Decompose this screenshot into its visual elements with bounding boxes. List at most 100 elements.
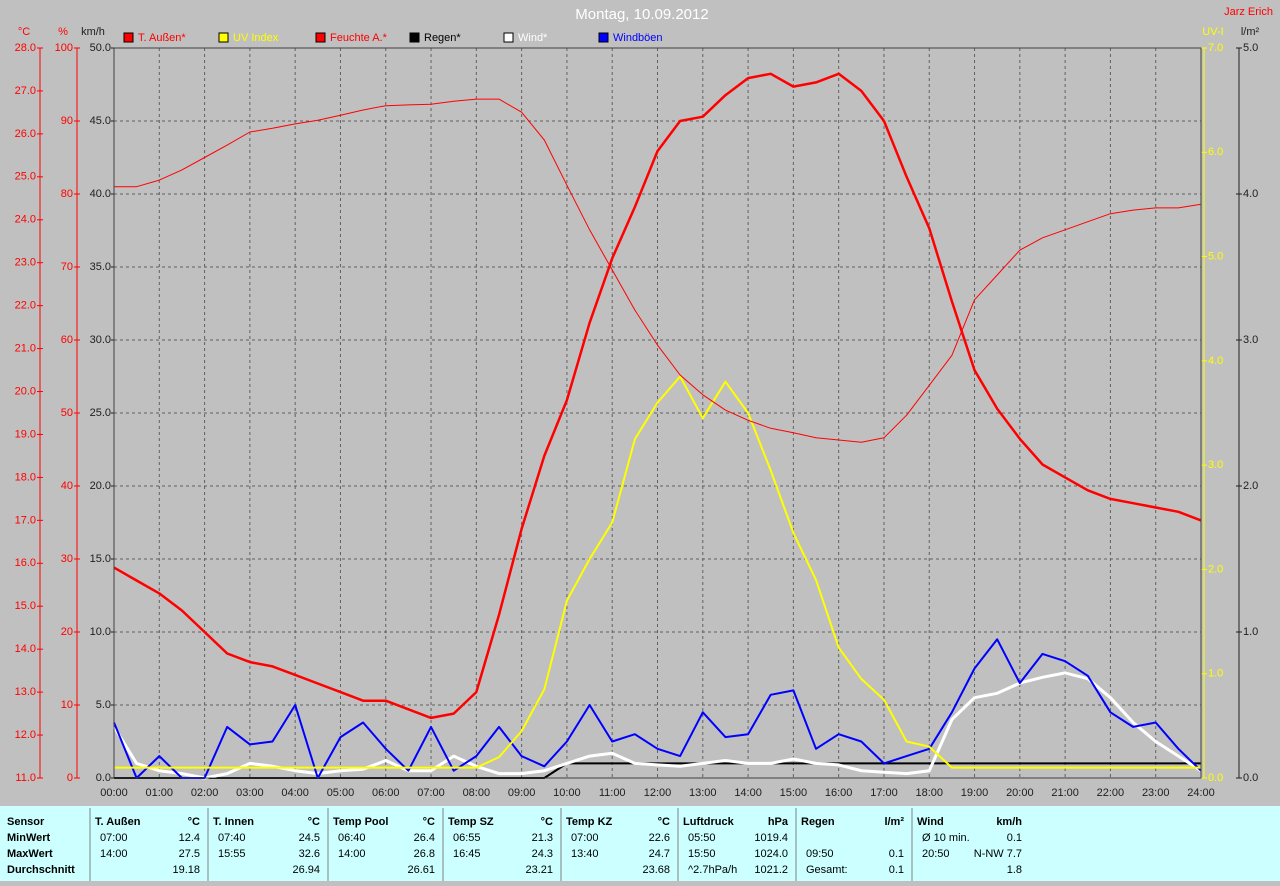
y-tick-label: 23.0 bbox=[15, 257, 36, 269]
y-tick-label: 5.0 bbox=[96, 699, 111, 711]
x-tick-label: 16:00 bbox=[825, 787, 853, 799]
table-cell: Gesamt: bbox=[806, 864, 848, 876]
data-line bbox=[114, 98, 1202, 443]
y-tick-label: 2.0 bbox=[1208, 563, 1223, 575]
group-name: Luftdruck bbox=[683, 816, 735, 828]
group-unit: l/m² bbox=[884, 816, 904, 828]
table-cell: 14:00 bbox=[100, 848, 128, 860]
x-tick-label: 22:00 bbox=[1097, 787, 1125, 799]
table-cell: 16:45 bbox=[453, 848, 481, 860]
axis-unit-label: UV-I bbox=[1202, 26, 1223, 38]
table-cell: 07:00 bbox=[571, 832, 599, 844]
y-tick-label: 19.0 bbox=[15, 428, 36, 440]
y-tick-label: 5.0 bbox=[1243, 42, 1258, 54]
x-tick-label: 19:00 bbox=[961, 787, 989, 799]
x-tick-label: 12:00 bbox=[644, 787, 672, 799]
group-unit: °C bbox=[541, 816, 553, 828]
table-cell: 21.3 bbox=[532, 832, 553, 844]
y-tick-label: 21.0 bbox=[15, 342, 36, 354]
chart-title: Montag, 10.09.2012 bbox=[575, 6, 708, 23]
x-tick-label: 04:00 bbox=[281, 787, 309, 799]
legend-label: T. Außen* bbox=[138, 32, 186, 44]
axis-unit-label: km/h bbox=[81, 26, 105, 38]
axis-unit-label: % bbox=[58, 26, 68, 38]
legend-swatch bbox=[315, 32, 326, 43]
y-tick-label: 1.0 bbox=[1208, 668, 1223, 680]
table-cell: 20:50 bbox=[922, 848, 950, 860]
table-cell: 0.1 bbox=[889, 864, 904, 876]
x-tick-label: 03:00 bbox=[236, 787, 264, 799]
table-cell: 1.8 bbox=[1007, 864, 1022, 876]
x-tick-label: 06:00 bbox=[372, 787, 400, 799]
y-tick-label: 35.0 bbox=[90, 261, 111, 273]
y-tick-label: 10 bbox=[61, 699, 73, 711]
y-tick-label: 0.0 bbox=[1243, 772, 1258, 784]
table-cell: 05:50 bbox=[688, 832, 716, 844]
legend-swatch bbox=[409, 32, 420, 43]
table-cell: 1024.0 bbox=[754, 848, 788, 860]
y-tick-label: 50 bbox=[61, 407, 73, 419]
y-tick-label: 18.0 bbox=[15, 471, 36, 483]
table-cell: 24.7 bbox=[649, 848, 670, 860]
y-tick-label: 30 bbox=[61, 553, 73, 565]
table-bg bbox=[0, 806, 1280, 881]
table-cell: 26.4 bbox=[414, 832, 435, 844]
y-tick-label: 90 bbox=[61, 115, 73, 127]
y-tick-label: 14.0 bbox=[15, 643, 36, 655]
table-cell: 26.94 bbox=[292, 864, 320, 876]
y-tick-label: 26.0 bbox=[15, 128, 36, 140]
x-tick-label: 00:00 bbox=[100, 787, 128, 799]
table-cell: N-NW 7.7 bbox=[974, 848, 1022, 860]
row-label: MaxWert bbox=[7, 848, 53, 860]
table-cell: 06:40 bbox=[338, 832, 366, 844]
y-tick-label: 10.0 bbox=[90, 626, 111, 638]
x-tick-label: 23:00 bbox=[1142, 787, 1170, 799]
legend-label: Regen* bbox=[424, 32, 461, 44]
y-tick-label: 15.0 bbox=[15, 600, 36, 612]
legend-label: Windböen bbox=[613, 32, 663, 44]
x-tick-label: 24:00 bbox=[1187, 787, 1215, 799]
group-unit: °C bbox=[658, 816, 670, 828]
axis-unit-label: l/m² bbox=[1241, 26, 1260, 38]
x-tick-label: 14:00 bbox=[734, 787, 762, 799]
table-cell: 09:50 bbox=[806, 848, 834, 860]
x-tick-label: 18:00 bbox=[915, 787, 943, 799]
table-cell: 12.4 bbox=[179, 832, 200, 844]
author: Jarz Erich bbox=[1224, 6, 1273, 18]
group-unit: °C bbox=[423, 816, 435, 828]
legend-swatch bbox=[503, 32, 514, 43]
y-tick-label: 5.0 bbox=[1208, 250, 1223, 262]
y-tick-label: 100 bbox=[55, 42, 73, 54]
y-tick-label: 7.0 bbox=[1208, 42, 1223, 54]
y-tick-label: 11.0 bbox=[15, 772, 36, 784]
x-tick-label: 11:00 bbox=[599, 787, 626, 799]
y-tick-label: 20.0 bbox=[90, 480, 111, 492]
table-cell: 23.21 bbox=[525, 864, 553, 876]
table-cell: 26.61 bbox=[407, 864, 435, 876]
y-tick-label: 4.0 bbox=[1208, 355, 1223, 367]
table-cell: 19.18 bbox=[172, 864, 200, 876]
table-cell: 13:40 bbox=[571, 848, 599, 860]
legend-label: UV Index bbox=[233, 32, 279, 44]
y-tick-label: 80 bbox=[61, 188, 73, 200]
x-tick-label: 10:00 bbox=[553, 787, 581, 799]
y-tick-label: 40 bbox=[61, 480, 73, 492]
x-tick-label: 17:00 bbox=[870, 787, 898, 799]
y-tick-label: 20.0 bbox=[15, 385, 36, 397]
y-tick-label: 50.0 bbox=[90, 42, 111, 54]
table-cell: 07:00 bbox=[100, 832, 128, 844]
data-line bbox=[113, 638, 1202, 779]
plot: 00:00 01:00 02:00 03:00 04:00 05:00 06:00 07:00… bbox=[15, 26, 1260, 799]
y-tick-label: 15.0 bbox=[90, 553, 111, 565]
row-label: MinWert bbox=[7, 832, 51, 844]
axis-unit-label: °C bbox=[18, 26, 30, 38]
y-tick-label: 2.0 bbox=[1243, 480, 1258, 492]
table-cell: 23.68 bbox=[642, 864, 670, 876]
y-tick-label: 30.0 bbox=[90, 334, 111, 346]
group-name: T. Innen bbox=[213, 816, 254, 828]
x-tick-label: 01:00 bbox=[146, 787, 174, 799]
table-cell: 07:40 bbox=[218, 832, 246, 844]
plot-border bbox=[113, 47, 1202, 779]
table-cell: 14:00 bbox=[338, 848, 366, 860]
